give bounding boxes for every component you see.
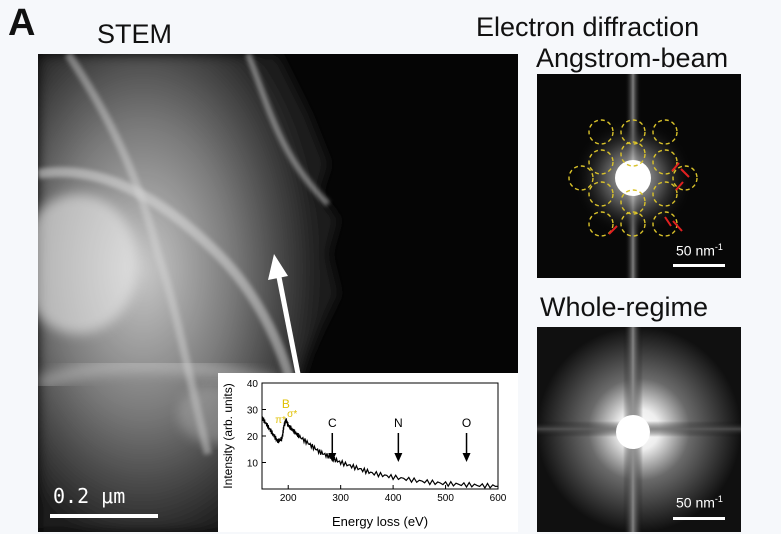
diffraction-ring [588,149,614,175]
edge-arrowhead [328,453,337,462]
whole-diffraction-image: 50 nm-1 [537,327,741,532]
sigma-star-label: σ* [287,409,297,420]
angstrom-title: Angstrom-beam [536,43,729,73]
diffraction-ring [620,211,646,237]
diffraction-ring [620,119,646,145]
diffraction-ring [568,165,594,191]
whole-scale-label: 50 nm-1 [676,494,723,511]
edge-arrowhead [394,453,403,462]
boron-edge-label: B [282,397,290,411]
panel-letter: A [8,2,36,44]
x-tick-label: 300 [332,493,349,504]
eels-inset: 200 300 400 500 600 10 20 30 40 C N O B π* σ* Ener… [218,373,518,532]
diffraction-ring [620,189,646,215]
stem-scalebar-label: 0.2 μm [53,484,126,508]
angstrom-scale-label: 50 nm-1 [676,242,723,259]
inset-background [218,373,518,532]
y-tick-label: 30 [247,406,259,417]
diffraction-ring [588,211,614,237]
diffraction-ring [652,181,678,207]
whole-title: Whole-regime [540,292,709,322]
x-tick-label: 600 [490,493,507,504]
diffraction-ring [588,181,614,207]
y-tick-label: 10 [247,459,259,470]
diffraction-title: Electron diffraction [476,12,700,42]
eels-spectrum [261,416,499,490]
x-tick-label: 400 [385,493,402,504]
y-tick-label: 40 [247,379,259,390]
diffraction-ring [652,149,678,175]
angstrom-diffraction-image: 50 nm-1 [537,74,741,278]
y-axis-label: Intensity (arb. units) [221,383,235,488]
diffraction-ring [652,119,678,145]
diffraction-ring [620,141,646,167]
stem-title: STEM [97,19,173,49]
pi-star-label: π* [275,415,286,426]
x-axis-label: Energy loss (eV) [332,514,428,529]
diffraction-ring [588,119,614,145]
edge-label-c: C [328,416,337,430]
x-tick-label: 500 [437,493,454,504]
stem-scalebar [50,514,158,518]
edge-label-n: N [394,416,403,430]
y-tick-label: 20 [247,432,259,443]
diffraction-ring [672,165,698,191]
edge-arrowhead [462,453,471,462]
x-tick-label: 200 [280,493,297,504]
edge-label-o: O [462,416,471,430]
